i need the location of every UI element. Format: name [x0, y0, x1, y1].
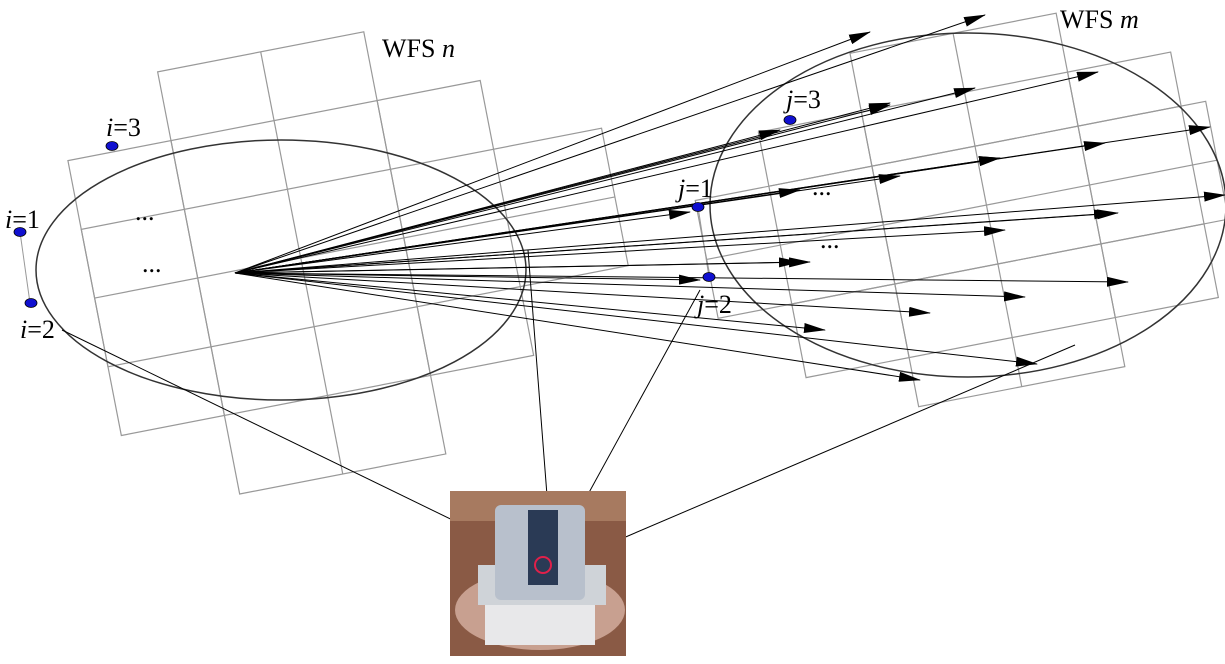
point-index: =2 [704, 290, 732, 319]
point-label: i=1 [5, 205, 40, 234]
ray [234, 272, 921, 382]
ray [234, 272, 1038, 367]
point-label: j=3 [783, 85, 821, 114]
ray [234, 226, 1006, 274]
point-label: j=1 [675, 174, 713, 203]
ellipsis: ... [820, 225, 840, 254]
point-index: =2 [27, 315, 55, 344]
right-grid [694, 12, 1225, 408]
sensor-label: WFS m [1060, 5, 1139, 34]
point-label: j=2 [694, 290, 732, 319]
point-var: j [694, 290, 704, 319]
ellipsis: ... [142, 249, 162, 278]
point-var: i [20, 315, 27, 344]
ray [234, 272, 1129, 287]
sensor-name: WFS [1060, 5, 1113, 34]
sensor-index: m [1120, 5, 1139, 34]
point-var: j [675, 174, 685, 203]
ray [234, 272, 931, 317]
point-label: i=3 [106, 113, 141, 142]
point-var: i [106, 113, 113, 142]
ray [234, 31, 871, 274]
dots [13, 115, 797, 308]
telescope-photo [450, 491, 626, 656]
point-index: =1 [685, 174, 713, 203]
rays [234, 14, 1225, 382]
point-var: j [783, 85, 793, 114]
pupil-n [35, 139, 527, 401]
sensor-name: WFS [382, 34, 435, 63]
sensor-index: n [442, 34, 455, 63]
point-label: i=2 [20, 315, 55, 344]
ray [234, 209, 1116, 274]
link [19, 231, 31, 304]
point-labels: i=1i=2i=3j=1j=2j=3 [5, 85, 821, 344]
link [697, 206, 710, 278]
ray [234, 102, 891, 274]
pupil-m [709, 32, 1225, 378]
ray [234, 257, 801, 274]
ray [234, 87, 976, 274]
ray [234, 272, 826, 333]
point-index: =1 [12, 205, 40, 234]
ray [234, 209, 691, 274]
ellipsis: ... [812, 172, 832, 201]
ray [234, 71, 1099, 274]
ray [234, 14, 986, 274]
ellipsis: ... [135, 197, 155, 226]
point-index: =3 [793, 85, 821, 114]
point-var: i [5, 205, 12, 234]
ray [234, 191, 1225, 274]
point-index: =3 [113, 113, 141, 142]
sensor-label: WFS n [382, 34, 455, 63]
ray [234, 156, 1001, 274]
ray [234, 272, 1026, 302]
